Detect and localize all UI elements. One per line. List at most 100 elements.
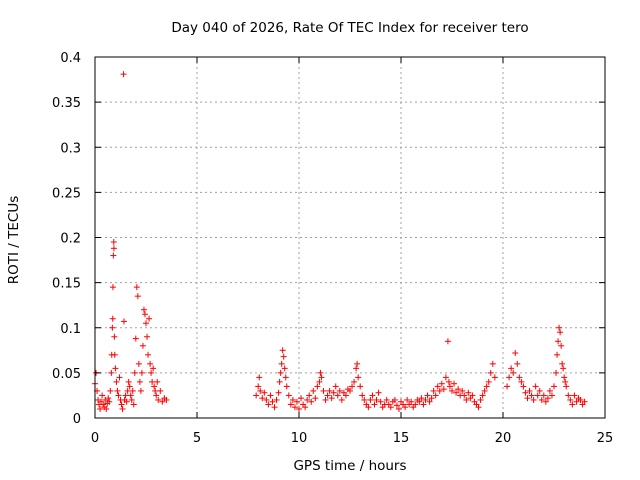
data-point — [122, 392, 129, 399]
data-point — [102, 396, 109, 403]
data-point — [110, 245, 117, 252]
data-point — [128, 396, 135, 403]
y-tick-label: 0.15 — [52, 277, 81, 292]
data-point — [422, 396, 429, 403]
data-point — [328, 395, 335, 402]
data-point — [438, 380, 445, 387]
data-point — [559, 360, 566, 367]
axis-ticks: 0 5 10 15 20 25 0 0.05 0.1 0.15 0.2 0.25 0.3 0.35 0.4 — [52, 51, 613, 446]
data-point — [418, 395, 425, 402]
y-tick-label: 0.05 — [52, 367, 81, 382]
data-point — [562, 378, 569, 385]
data-point — [269, 398, 276, 405]
data-point — [132, 335, 139, 342]
data-point — [275, 389, 282, 396]
data-point — [446, 383, 453, 390]
data-point — [127, 392, 134, 399]
data-point — [283, 383, 290, 390]
data-point — [558, 342, 565, 349]
data-points — [92, 71, 588, 412]
data-point — [130, 401, 137, 408]
data-point — [556, 324, 563, 331]
data-point — [453, 389, 460, 396]
data-point — [263, 396, 270, 403]
data-point — [506, 374, 513, 381]
data-point — [97, 405, 104, 412]
data-point — [465, 389, 472, 396]
data-point — [395, 405, 402, 412]
data-point — [256, 374, 263, 381]
data-point — [163, 396, 170, 403]
data-point — [479, 392, 486, 399]
x-tick-label: 5 — [193, 431, 201, 446]
data-point — [475, 404, 482, 411]
data-point — [463, 396, 470, 403]
data-point — [412, 401, 419, 408]
data-point — [383, 396, 390, 403]
data-point — [445, 378, 452, 385]
data-point — [563, 383, 570, 390]
data-point — [461, 392, 468, 399]
data-point — [528, 392, 535, 399]
data-point — [146, 315, 153, 322]
data-point — [135, 360, 142, 367]
data-point — [134, 293, 141, 300]
data-point — [504, 383, 511, 390]
data-point — [109, 315, 116, 322]
y-tick-label: 0.1 — [60, 322, 81, 337]
data-point — [416, 398, 423, 405]
data-point — [267, 392, 274, 399]
data-point — [567, 396, 574, 403]
data-point — [152, 387, 159, 394]
data-point — [118, 401, 125, 408]
data-point — [281, 365, 288, 372]
data-point — [159, 398, 166, 405]
x-tick-label: 10 — [291, 431, 308, 446]
data-point — [481, 387, 488, 394]
data-point — [436, 387, 443, 394]
x-axis-title: GPS time / hours — [293, 458, 406, 474]
x-tick-label: 15 — [393, 431, 410, 446]
data-point — [375, 389, 382, 396]
grid-lines — [95, 57, 605, 418]
data-point — [107, 387, 114, 394]
chart-title: Day 040 of 2026, Rate Of TEC Index for r… — [171, 20, 528, 36]
data-point — [544, 395, 551, 402]
data-point — [95, 396, 102, 403]
data-point — [489, 360, 496, 367]
data-point — [514, 360, 521, 367]
data-point — [151, 383, 158, 390]
data-point — [144, 333, 151, 340]
data-point — [257, 387, 264, 394]
data-point — [136, 378, 143, 385]
data-point — [259, 395, 266, 402]
data-point — [540, 392, 547, 399]
data-point — [477, 396, 484, 403]
data-point — [109, 284, 116, 291]
data-point — [542, 398, 549, 405]
data-point — [444, 338, 451, 345]
data-point — [109, 324, 116, 331]
y-tick-label: 0.2 — [60, 232, 81, 247]
data-point — [393, 402, 400, 409]
data-point — [469, 392, 476, 399]
data-point — [310, 387, 317, 394]
data-point — [100, 401, 107, 408]
data-point — [285, 392, 292, 399]
data-point — [440, 386, 447, 393]
data-point — [138, 369, 145, 376]
data-point — [119, 405, 126, 412]
data-point — [139, 342, 146, 349]
data-point — [516, 374, 523, 381]
data-point — [342, 392, 349, 399]
data-point — [577, 396, 584, 403]
data-point — [279, 347, 286, 354]
y-tick-label: 0.35 — [52, 96, 81, 111]
data-point — [155, 396, 162, 403]
data-point — [141, 311, 148, 318]
data-point — [565, 392, 572, 399]
data-point — [373, 396, 380, 403]
data-point — [338, 396, 345, 403]
data-point — [367, 396, 374, 403]
data-point — [408, 398, 415, 405]
